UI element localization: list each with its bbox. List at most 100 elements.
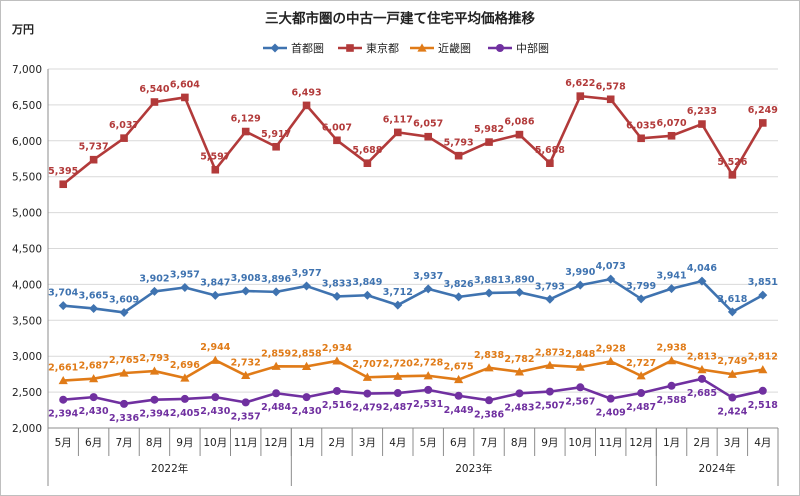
legend-marker (270, 43, 280, 53)
data-label: 6,604 (170, 79, 200, 90)
data-label: 3,896 (261, 274, 291, 285)
data-point (514, 287, 524, 297)
series-line-3 (63, 377, 764, 406)
data-label: 2,858 (292, 348, 322, 359)
data-point (332, 356, 342, 365)
data-label: 3,704 (48, 288, 78, 299)
data-point (180, 394, 189, 403)
data-label: 3,851 (748, 277, 778, 288)
x-tick-label: 12月 (629, 437, 653, 449)
x-tick-label: 3月 (359, 437, 376, 449)
data-label: 6,622 (565, 78, 595, 89)
data-label: 2,793 (139, 353, 169, 364)
data-point (637, 389, 646, 398)
data-label: 3,881 (474, 275, 504, 286)
y-tick-label: 7,000 (12, 64, 42, 76)
data-label: 2,732 (231, 357, 261, 368)
data-label: 3,849 (352, 277, 382, 288)
data-point (332, 386, 341, 395)
data-label: 2,848 (565, 349, 595, 360)
x-tick-label: 7月 (480, 437, 497, 449)
data-label: 5,688 (535, 145, 565, 156)
data-label: 5,917 (261, 129, 291, 140)
legend-marker (417, 43, 427, 52)
year-label: 2022年 (151, 462, 188, 475)
data-label: 2,661 (48, 363, 78, 374)
x-tick-label: 9月 (176, 437, 193, 449)
legend-label: 首都圏 (291, 41, 324, 55)
data-label: 3,908 (231, 273, 261, 284)
data-point (606, 394, 615, 403)
data-label: 3,618 (717, 294, 747, 305)
y-tick-label: 6,000 (12, 136, 42, 148)
data-point (484, 288, 494, 298)
data-label: 2,749 (717, 356, 747, 367)
data-label: 6,578 (596, 81, 626, 92)
data-point (484, 363, 494, 372)
data-point (272, 142, 280, 151)
data-point (454, 292, 464, 302)
x-tick-label: 4月 (754, 437, 771, 449)
x-tick-label: 2月 (693, 437, 710, 449)
data-label: 5,597 (200, 152, 230, 163)
data-point (454, 151, 463, 160)
data-label: 2,934 (322, 343, 352, 354)
data-label: 2,928 (596, 343, 626, 354)
data-label: 3,833 (322, 278, 352, 289)
data-point (637, 134, 645, 143)
data-label: 6,070 (657, 118, 687, 129)
data-label: 2,838 (474, 350, 504, 361)
data-point (545, 360, 555, 369)
data-point (58, 375, 68, 385)
data-point (180, 373, 190, 382)
data-point (149, 366, 160, 375)
data-label: 5,688 (352, 145, 382, 156)
data-label: 3,941 (657, 271, 687, 282)
series-line-2 (63, 358, 763, 382)
data-label: 2,859 (261, 348, 291, 359)
data-label: 2,449 (444, 405, 474, 416)
series-line-1 (62, 94, 764, 186)
data-point (150, 395, 159, 404)
axes: 2,000 2,500 3,000 3,500 4,000 4,500 5,000 5,500… (12, 64, 779, 486)
data-point (575, 362, 585, 371)
data-label: 2,873 (535, 347, 565, 358)
x-tick-label: 1月 (298, 437, 315, 449)
data-point (758, 386, 767, 395)
y-tick-label: 3,000 (12, 351, 42, 363)
legend: 首都圏 東京都 近畿圏 中部圏 (263, 41, 549, 55)
data-point (302, 101, 311, 110)
data-label: 2,685 (687, 388, 717, 399)
data-point (180, 282, 190, 292)
data-point (515, 389, 524, 398)
data-label: 2,386 (474, 409, 504, 420)
y-tick-label: 4,000 (12, 279, 42, 291)
x-tick-label: 10月 (568, 437, 592, 449)
data-label: 3,799 (626, 281, 656, 292)
data-label: 3,902 (139, 273, 169, 284)
data-label: 3,826 (444, 279, 474, 290)
data-label: 2,675 (444, 362, 474, 373)
data-point (758, 365, 768, 374)
data-label: 3,890 (504, 274, 534, 285)
data-point (393, 128, 402, 137)
data-label: 2,720 (383, 358, 413, 369)
data-point (271, 361, 281, 370)
series-layer (58, 92, 768, 408)
data-label: 5,793 (444, 138, 474, 149)
data-label: 6,035 (626, 120, 656, 131)
data-point (89, 374, 99, 383)
chart-title: 三大都市圏の中古一戸建て住宅平均価格推移 (265, 10, 535, 27)
x-tick-label: 5月 (55, 437, 72, 449)
data-label: 6,117 (383, 114, 413, 125)
data-point (302, 281, 312, 291)
data-label: 5,737 (79, 142, 109, 153)
data-point (697, 374, 706, 383)
data-label: 2,727 (626, 358, 656, 369)
data-label: 2,944 (200, 342, 230, 353)
data-label: 2,518 (748, 400, 778, 411)
data-label: 5,395 (48, 166, 78, 177)
data-point (546, 159, 554, 168)
data-point (150, 98, 159, 106)
